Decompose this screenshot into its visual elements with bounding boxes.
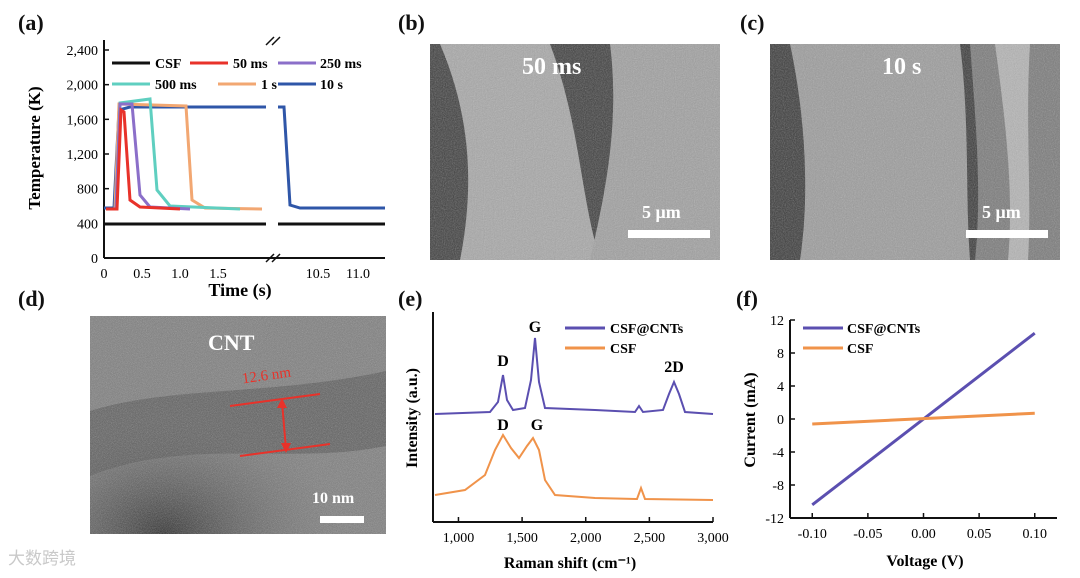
panel-label-e: (e) — [398, 286, 423, 311]
xtick-f-label: 0.05 — [967, 527, 992, 542]
panel-label-d: (d) — [18, 286, 45, 311]
xtick-e-label: 3,000 — [697, 531, 729, 546]
xtick-e-label: 2,500 — [634, 531, 666, 546]
ytick-a-label: 2,400 — [67, 44, 99, 59]
xtick-e-label: 2,000 — [570, 531, 602, 546]
xtick-f-label: 0.10 — [1023, 527, 1048, 542]
peak-2d-top: 2D — [664, 359, 684, 376]
scale-label-b: 5 μm — [642, 202, 681, 222]
peak-d-top: D — [497, 353, 509, 370]
legend-csf: CSF — [155, 57, 181, 72]
ytick-f-label: -8 — [772, 479, 784, 494]
xtick-e-label: 1,500 — [506, 531, 538, 546]
legend-e-csf-cnts: CSF@CNTs — [610, 322, 684, 337]
ytick-a-label: 400 — [77, 217, 98, 232]
panel-label-f: (f) — [736, 286, 758, 311]
xlabel-f: Voltage (V) — [886, 553, 963, 570]
panel-label-a: (a) — [18, 10, 44, 35]
ytick-f-label: 12 — [770, 314, 784, 329]
ylabel-e: Intensity (a.u.) — [404, 368, 421, 468]
iv-line-csf — [812, 411, 1035, 426]
xtick-a-label: 10.5 — [306, 267, 331, 282]
legend-f-csf: CSF — [847, 342, 873, 357]
xtick-f-label: -0.10 — [798, 527, 827, 542]
xtick-a-label: 1.5 — [209, 267, 227, 282]
ylabel-a: Temperature (K) — [25, 86, 44, 209]
ytick-f-label: -12 — [765, 512, 784, 527]
ytick-a-label: 1,200 — [67, 148, 99, 163]
ytick-a-label: 2,000 — [67, 79, 99, 94]
sem-caption-b: 50 ms — [522, 54, 582, 80]
xtick-f-label: -0.05 — [853, 527, 882, 542]
scale-label-c: 5 μm — [982, 202, 1021, 222]
peak-d-bottom: D — [497, 417, 509, 434]
panel-label-b: (b) — [398, 10, 425, 35]
scale-bar-c — [966, 230, 1048, 238]
xtick-e-label: 1,000 — [443, 531, 475, 546]
ytick-f-label: 4 — [777, 380, 784, 395]
xtick-a-label: 11.0 — [346, 267, 370, 282]
watermark: 大数跨境 — [8, 549, 76, 569]
peak-g-top: G — [529, 319, 542, 336]
scale-label-d: 10 nm — [312, 490, 355, 507]
xtick-f-label: 0.00 — [911, 527, 936, 542]
legend-1s: 1 s — [261, 78, 278, 93]
legend-e-csf: CSF — [610, 342, 636, 357]
panel-label-c: (c) — [740, 10, 765, 35]
chart-iv: -12 -8 -4 0 4 8 12 -0.10 -0.05 0.00 0.05 0.10 CSF@… — [742, 314, 1057, 570]
ytick-f-label: 8 — [777, 347, 784, 362]
chart-raman: 1,000 1,500 2,000 2,500 3,000 D G 2D D G CSF… — [404, 312, 729, 572]
xtick-a-label: 1.0 — [171, 267, 189, 282]
xlabel-a: Time (s) — [208, 280, 271, 301]
xtick-a-label: 0 — [101, 267, 108, 282]
legend-10s: 10 s — [320, 78, 344, 93]
tem-image-cnt: CNT 12.6 nm 10 nm — [90, 316, 386, 534]
peak-g-bottom: G — [531, 417, 544, 434]
chart-temperature: 0 400 800 1,200 1,600 2,000 2,400 0 0.5 1.0 1.5 10… — [25, 36, 385, 301]
sem-caption-c: 10 s — [882, 54, 922, 80]
ytick-a-label: 800 — [77, 183, 98, 198]
legend-a: CSF 50 ms 250 ms 500 ms 1 s 10 s — [112, 57, 362, 93]
legend-250ms: 250 ms — [320, 57, 362, 72]
legend-f-csf-cnts: CSF@CNTs — [847, 322, 921, 337]
scale-bar-d — [320, 516, 364, 523]
ytick-f-label: -4 — [772, 446, 784, 461]
tem-caption: CNT — [208, 330, 255, 355]
xlabel-e: Raman shift (cm⁻¹) — [504, 555, 636, 572]
ylabel-f: Current (mA) — [742, 372, 759, 467]
legend-500ms: 500 ms — [155, 78, 197, 93]
sem-image-10s: 10 s 5 μm — [770, 44, 1060, 260]
ytick-a-label: 1,600 — [67, 113, 99, 128]
sem-image-50ms: 50 ms 5 μm — [430, 44, 720, 260]
xtick-a-label: 0.5 — [133, 267, 151, 282]
scale-bar-b — [628, 230, 710, 238]
legend-50ms: 50 ms — [233, 57, 268, 72]
curve-50ms — [106, 107, 181, 211]
spectrum-csf — [434, 432, 714, 501]
curve-10s — [104, 105, 385, 210]
ytick-a-label: 0 — [91, 252, 98, 267]
ytick-f-label: 0 — [777, 413, 784, 428]
spectrum-csf-cnts — [434, 337, 714, 415]
